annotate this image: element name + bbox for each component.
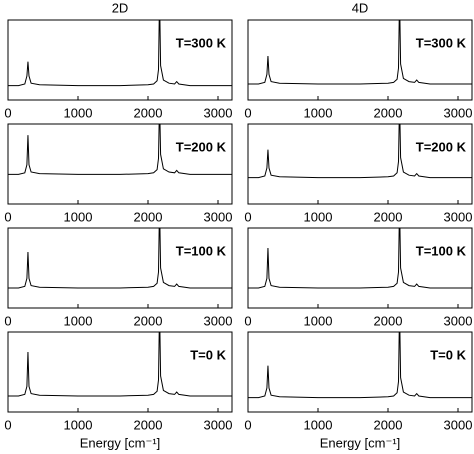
x-axis-label: Energy [cm⁻¹] (320, 435, 401, 450)
spectrum-line (8, 20, 232, 87)
x-tick-label: 1000 (304, 105, 333, 120)
plot-frame (7, 331, 233, 413)
x-tick-label: 3000 (444, 313, 473, 328)
x-tick-label: 3000 (444, 209, 473, 224)
x-tick-label: 0 (244, 417, 251, 432)
x-tick-label: 1000 (64, 313, 93, 328)
plot-frame (7, 19, 233, 101)
temperature-label: T=200 K (416, 139, 467, 154)
x-tick-label: 1000 (64, 105, 93, 120)
x-tick-label: 0 (4, 209, 11, 224)
x-tick-label: 1000 (304, 417, 333, 432)
x-tick-label: 0 (4, 417, 11, 432)
spectrum-line (8, 332, 232, 397)
plot-frame (247, 331, 473, 413)
x-tick-label: 0 (244, 313, 251, 328)
spectrum-line (8, 124, 232, 175)
x-tick-label: 2000 (374, 209, 403, 224)
x-tick-label: 2000 (134, 105, 163, 120)
x-tick-label: 2000 (134, 313, 163, 328)
x-tick-label: 3000 (444, 105, 473, 120)
x-tick-label: 0 (244, 105, 251, 120)
x-tick-label: 2000 (374, 313, 403, 328)
plot-frame (247, 123, 473, 205)
spectrum-line (248, 20, 472, 85)
x-tick-label: 3000 (204, 313, 233, 328)
temperature-label: T=200 K (176, 139, 227, 154)
temperature-label: T=300 K (416, 35, 467, 50)
x-tick-label: 1000 (304, 313, 333, 328)
plot-frame (7, 227, 233, 309)
spectrum-line (248, 124, 472, 179)
x-tick-label: 2000 (134, 417, 163, 432)
plot-frame (7, 123, 233, 205)
x-tick-label: 2000 (374, 105, 403, 120)
x-tick-label: 3000 (204, 209, 233, 224)
x-tick-label: 1000 (64, 209, 93, 224)
column-title: 2D (112, 0, 129, 15)
temperature-label: T=0 K (430, 347, 466, 362)
x-tick-label: 0 (4, 313, 11, 328)
temperature-label: T=100 K (176, 243, 227, 258)
x-tick-label: 3000 (204, 105, 233, 120)
column-title: 4D (352, 0, 369, 15)
temperature-label: T=100 K (416, 243, 467, 258)
spectrum-line (248, 332, 472, 399)
x-tick-label: 0 (4, 105, 11, 120)
plot-frame (247, 19, 473, 101)
x-tick-label: 1000 (304, 209, 333, 224)
plot-frame (247, 227, 473, 309)
spectrum-line (8, 228, 232, 289)
x-tick-label: 2000 (134, 209, 163, 224)
x-tick-label: 1000 (64, 417, 93, 432)
temperature-label: T=300 K (176, 35, 227, 50)
spectrum-line (248, 228, 472, 289)
x-tick-label: 3000 (444, 417, 473, 432)
x-tick-label: 3000 (204, 417, 233, 432)
x-axis-label: Energy [cm⁻¹] (80, 435, 161, 450)
x-tick-label: 2000 (374, 417, 403, 432)
x-tick-label: 0 (244, 209, 251, 224)
temperature-label: T=0 K (190, 347, 226, 362)
